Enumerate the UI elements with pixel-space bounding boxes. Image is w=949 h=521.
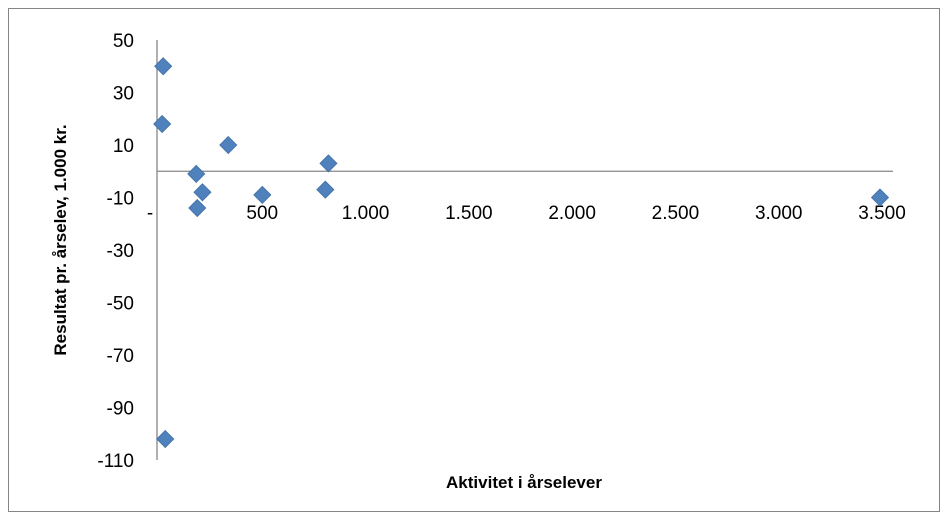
data-point	[316, 180, 335, 199]
x-axis: - 500 1.000 1.500 2.000 2.500 3.000 3.500	[147, 170, 906, 224]
y-tick-label: -30	[107, 241, 134, 262]
chart-area	[8, 8, 940, 512]
y-tick-label: -50	[107, 294, 134, 315]
data-point	[193, 183, 212, 202]
x-tick-label: -	[147, 203, 153, 224]
y-tick-label: 50	[113, 31, 134, 52]
y-axis: 50 30 10 -10 -30 -50 -70 -90 -110	[97, 31, 158, 472]
x-tick-label: 1.000	[342, 203, 390, 224]
data-point	[188, 198, 207, 218]
y-axis-title: Resultat pr. årselev, 1.000 kr.	[51, 124, 70, 355]
y-tick-label: -90	[107, 399, 134, 420]
x-tick-label: 500	[246, 203, 278, 224]
y-tick-label: 30	[113, 84, 134, 105]
y-tick-label: -110	[97, 451, 134, 472]
data-point	[219, 135, 238, 155]
data-point	[253, 185, 272, 204]
data-point	[154, 57, 173, 76]
data-points	[153, 57, 890, 449]
data-point	[319, 154, 338, 173]
data-point	[156, 429, 175, 449]
x-tick-label: 3.500	[858, 203, 906, 224]
x-axis-title: Aktivitet i årselever	[446, 473, 602, 492]
y-tick-label: 10	[113, 136, 134, 157]
y-tick-label: -70	[107, 346, 134, 367]
data-point	[153, 114, 172, 134]
y-tick-label: -10	[107, 189, 134, 210]
x-tick-label: 2.500	[652, 203, 700, 224]
x-tick-label: 3.000	[755, 203, 803, 224]
data-point	[187, 164, 206, 183]
x-tick-label: 1.500	[445, 203, 493, 224]
data-point	[870, 188, 890, 207]
x-tick-label: 2.000	[548, 203, 596, 224]
